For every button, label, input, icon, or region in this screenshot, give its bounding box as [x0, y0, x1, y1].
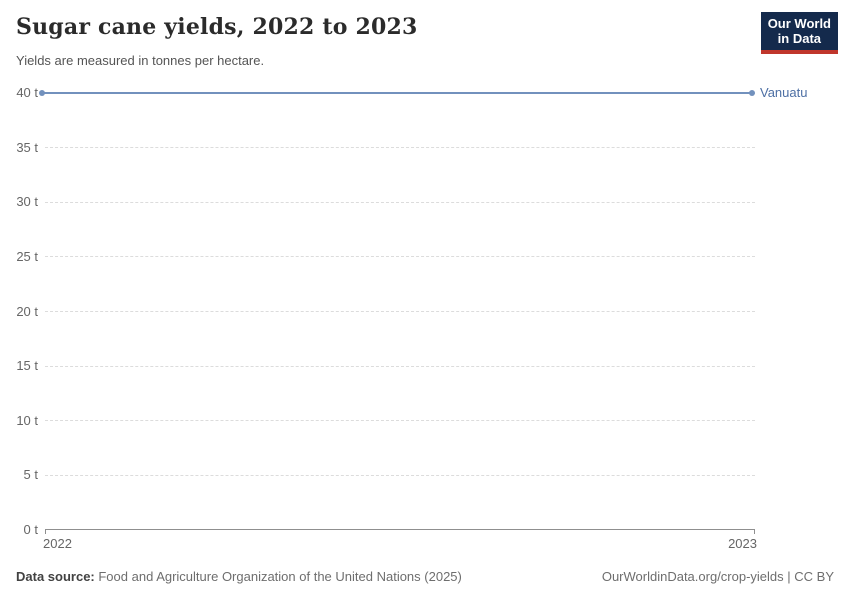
- owid-logo-line1: Our World: [767, 16, 831, 31]
- y-tick-label: 25 t: [16, 248, 38, 264]
- y-tick-label: 15 t: [16, 358, 38, 374]
- owid-logo-line2: in Data: [777, 31, 822, 46]
- footer-source: Data source: Food and Agriculture Organi…: [16, 569, 462, 584]
- y-tick-label: 30 t: [16, 194, 38, 210]
- x-tick-label: 2023: [728, 536, 757, 551]
- gridline-5: [45, 474, 755, 476]
- x-axis-tick-left: [45, 529, 46, 534]
- y-tick-label: 35 t: [16, 139, 38, 155]
- gridline-10: [45, 420, 755, 422]
- series-line-vanuatu[interactable]: [43, 92, 750, 94]
- footer-source-text: Food and Agriculture Organization of the…: [94, 569, 462, 584]
- gridline-15: [45, 365, 755, 367]
- y-tick-label: 0 t: [23, 522, 38, 537]
- chart-subtitle: Yields are measured in tonnes per hectar…: [16, 53, 265, 68]
- y-tick-label: 10 t: [16, 412, 38, 428]
- gridline-25: [45, 256, 755, 258]
- y-tick-label: 20 t: [16, 303, 38, 319]
- x-tick-label: 2022: [43, 536, 72, 551]
- chart-title: Sugar cane yields, 2022 to 2023: [16, 14, 418, 40]
- plot-area: 0 t 5 t 10 t 15 t 20 t 25 t 30 t 35 t 40 t 2022 20…: [16, 85, 807, 551]
- footer-source-label: Data source:: [16, 569, 95, 584]
- gridline-20: [45, 311, 755, 312]
- series-endpoint-dot-end[interactable]: [749, 90, 755, 96]
- series-endpoint-dot-start[interactable]: [39, 90, 45, 96]
- x-axis-tick-right: [754, 529, 755, 534]
- y-tick-label: 5 t: [23, 467, 38, 483]
- y-tick-label: 40 t: [16, 85, 38, 100]
- footer-attribution[interactable]: OurWorldinData.org/crop-yields | CC BY: [601, 569, 834, 584]
- owid-logo[interactable]: Our World in Data: [760, 12, 838, 54]
- entity-label-vanuatu[interactable]: Vanuatu: [760, 85, 808, 100]
- gridline-30: [45, 201, 755, 203]
- x-axis-line: [45, 529, 755, 530]
- gridline-35: [45, 147, 755, 149]
